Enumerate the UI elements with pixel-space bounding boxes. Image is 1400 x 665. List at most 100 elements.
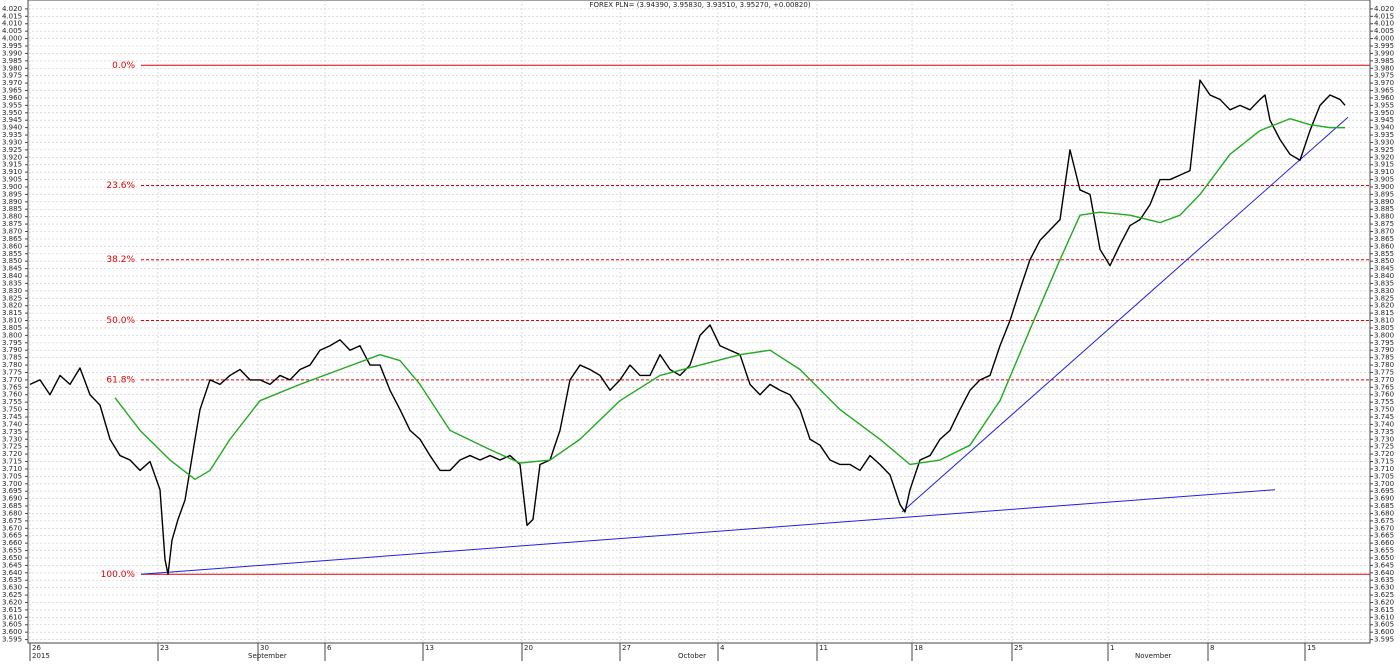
- y-tick-label-right: 3.675: [1374, 517, 1394, 525]
- y-tick-label: 3.990: [2, 49, 22, 57]
- x-tick-label: 6: [327, 644, 332, 652]
- y-tick-label: 3.655: [2, 547, 22, 555]
- y-tick-label: 3.605: [2, 621, 22, 629]
- x-group-label: 2015: [32, 652, 50, 660]
- y-tick-label: 3.640: [2, 569, 22, 577]
- y-tick-label: 3.945: [2, 116, 22, 124]
- y-tick-label-right: 3.660: [1374, 539, 1394, 547]
- y-tick-label: 3.965: [2, 87, 22, 95]
- y-tick-label: 3.665: [2, 532, 22, 540]
- y-tick-label: 3.795: [2, 339, 22, 347]
- y-tick-label-right: 3.600: [1374, 628, 1394, 636]
- y-tick-label-right: 3.625: [1374, 591, 1394, 599]
- y-tick-label: 3.835: [2, 279, 22, 287]
- trendline: [901, 116, 1349, 513]
- y-tick-label-right: 3.770: [1374, 376, 1394, 384]
- y-tick-label-right: 3.645: [1374, 561, 1394, 569]
- y-tick-label: 3.950: [2, 109, 22, 117]
- y-tick-label-right: 3.795: [1374, 339, 1394, 347]
- y-tick-label-right: 3.705: [1374, 472, 1394, 480]
- y-tick-label: 3.770: [2, 376, 22, 384]
- y-tick-label: 3.985: [2, 57, 22, 65]
- y-tick-label-right: 3.940: [1374, 124, 1394, 132]
- y-tick-label-right: 4.010: [1374, 20, 1394, 28]
- y-tick-label: 3.975: [2, 72, 22, 80]
- y-tick-label: 3.740: [2, 420, 22, 428]
- y-tick-label-right: 3.960: [1374, 94, 1394, 102]
- y-tick-label-right: 3.840: [1374, 272, 1394, 280]
- x-tick-label: 20: [524, 644, 533, 652]
- y-tick-label: 3.825: [2, 294, 22, 302]
- y-tick-label-right: 4.015: [1374, 12, 1394, 20]
- y-tick-label-right: 3.830: [1374, 287, 1394, 295]
- y-tick-label: 3.855: [2, 250, 22, 258]
- y-tick-label: 3.650: [2, 554, 22, 562]
- y-tick-label: 3.915: [2, 161, 22, 169]
- x-group-label: September: [248, 652, 287, 660]
- y-tick-label: 3.925: [2, 146, 22, 154]
- y-tick-label-right: 3.785: [1374, 354, 1394, 362]
- y-tick-label: 4.015: [2, 12, 22, 20]
- y-tick-label: 3.995: [2, 42, 22, 50]
- y-tick-label-right: 3.605: [1374, 621, 1394, 629]
- y-tick-label-right: 3.815: [1374, 309, 1394, 317]
- fib-label: 50.0%: [106, 316, 135, 326]
- y-tick-label-right: 3.920: [1374, 153, 1394, 161]
- y-tick-label: 3.695: [2, 487, 22, 495]
- y-tick-label-right: 3.710: [1374, 465, 1394, 473]
- y-tick-label-right: 3.800: [1374, 331, 1394, 339]
- trendline: [140, 489, 1276, 575]
- y-tick-label-right: 3.915: [1374, 161, 1394, 169]
- y-tick-label-right: 3.695: [1374, 487, 1394, 495]
- y-tick-label-right: 3.810: [1374, 317, 1394, 325]
- y-tick-label: 3.885: [2, 205, 22, 213]
- y-tick-label-right: 3.805: [1374, 324, 1394, 332]
- x-tick-label: 13: [425, 644, 434, 652]
- series-line: [114, 118, 1345, 481]
- y-tick-label: 3.955: [2, 101, 22, 109]
- y-tick-label-right: 3.990: [1374, 49, 1394, 57]
- y-tick-label-right: 3.845: [1374, 265, 1394, 273]
- x-group-label: November: [1135, 652, 1172, 660]
- y-tick-label-right: 3.860: [1374, 242, 1394, 250]
- y-tick-label: 3.730: [2, 435, 22, 443]
- y-tick-label: 3.840: [2, 272, 22, 280]
- y-tick-label-right: 3.985: [1374, 57, 1394, 65]
- y-tick-label-right: 3.930: [1374, 138, 1394, 146]
- y-tick-label-right: 3.640: [1374, 569, 1394, 577]
- y-tick-label-right: 3.755: [1374, 398, 1394, 406]
- fib-label: 0.0%: [112, 61, 135, 71]
- y-tick-label: 3.670: [2, 524, 22, 532]
- y-tick-label-right: 3.610: [1374, 613, 1394, 621]
- y-tick-label-right: 3.910: [1374, 168, 1394, 176]
- y-tick-label: 3.905: [2, 176, 22, 184]
- y-tick-label-right: 4.000: [1374, 35, 1394, 43]
- y-tick-label-right: 3.865: [1374, 235, 1394, 243]
- y-tick-label-right: 3.735: [1374, 428, 1394, 436]
- y-tick-label: 4.000: [2, 35, 22, 43]
- y-tick-label: 3.720: [2, 450, 22, 458]
- y-tick-label-right: 3.925: [1374, 146, 1394, 154]
- y-tick-label-right: 3.685: [1374, 502, 1394, 510]
- y-tick-label-right: 3.890: [1374, 198, 1394, 206]
- y-tick-label: 3.760: [2, 391, 22, 399]
- x-tick-label: 4: [720, 644, 725, 652]
- y-tick-label: 3.865: [2, 235, 22, 243]
- y-tick-label-right: 3.825: [1374, 294, 1394, 302]
- y-tick-label: 3.980: [2, 64, 22, 72]
- y-tick-label-right: 3.980: [1374, 64, 1394, 72]
- y-tick-label: 3.935: [2, 131, 22, 139]
- y-tick-label-right: 3.655: [1374, 547, 1394, 555]
- y-tick-label: 3.595: [2, 636, 22, 644]
- y-tick-label: 3.895: [2, 190, 22, 198]
- series-line: [29, 79, 1346, 575]
- y-tick-label-right: 3.855: [1374, 250, 1394, 258]
- x-tick-label: 1: [1110, 644, 1114, 652]
- y-tick-label: 3.635: [2, 576, 22, 584]
- y-tick-label-right: 3.880: [1374, 213, 1394, 221]
- y-tick-label-right: 3.835: [1374, 279, 1394, 287]
- y-tick-label-right: 3.715: [1374, 458, 1394, 466]
- y-tick-label-right: 3.680: [1374, 509, 1394, 517]
